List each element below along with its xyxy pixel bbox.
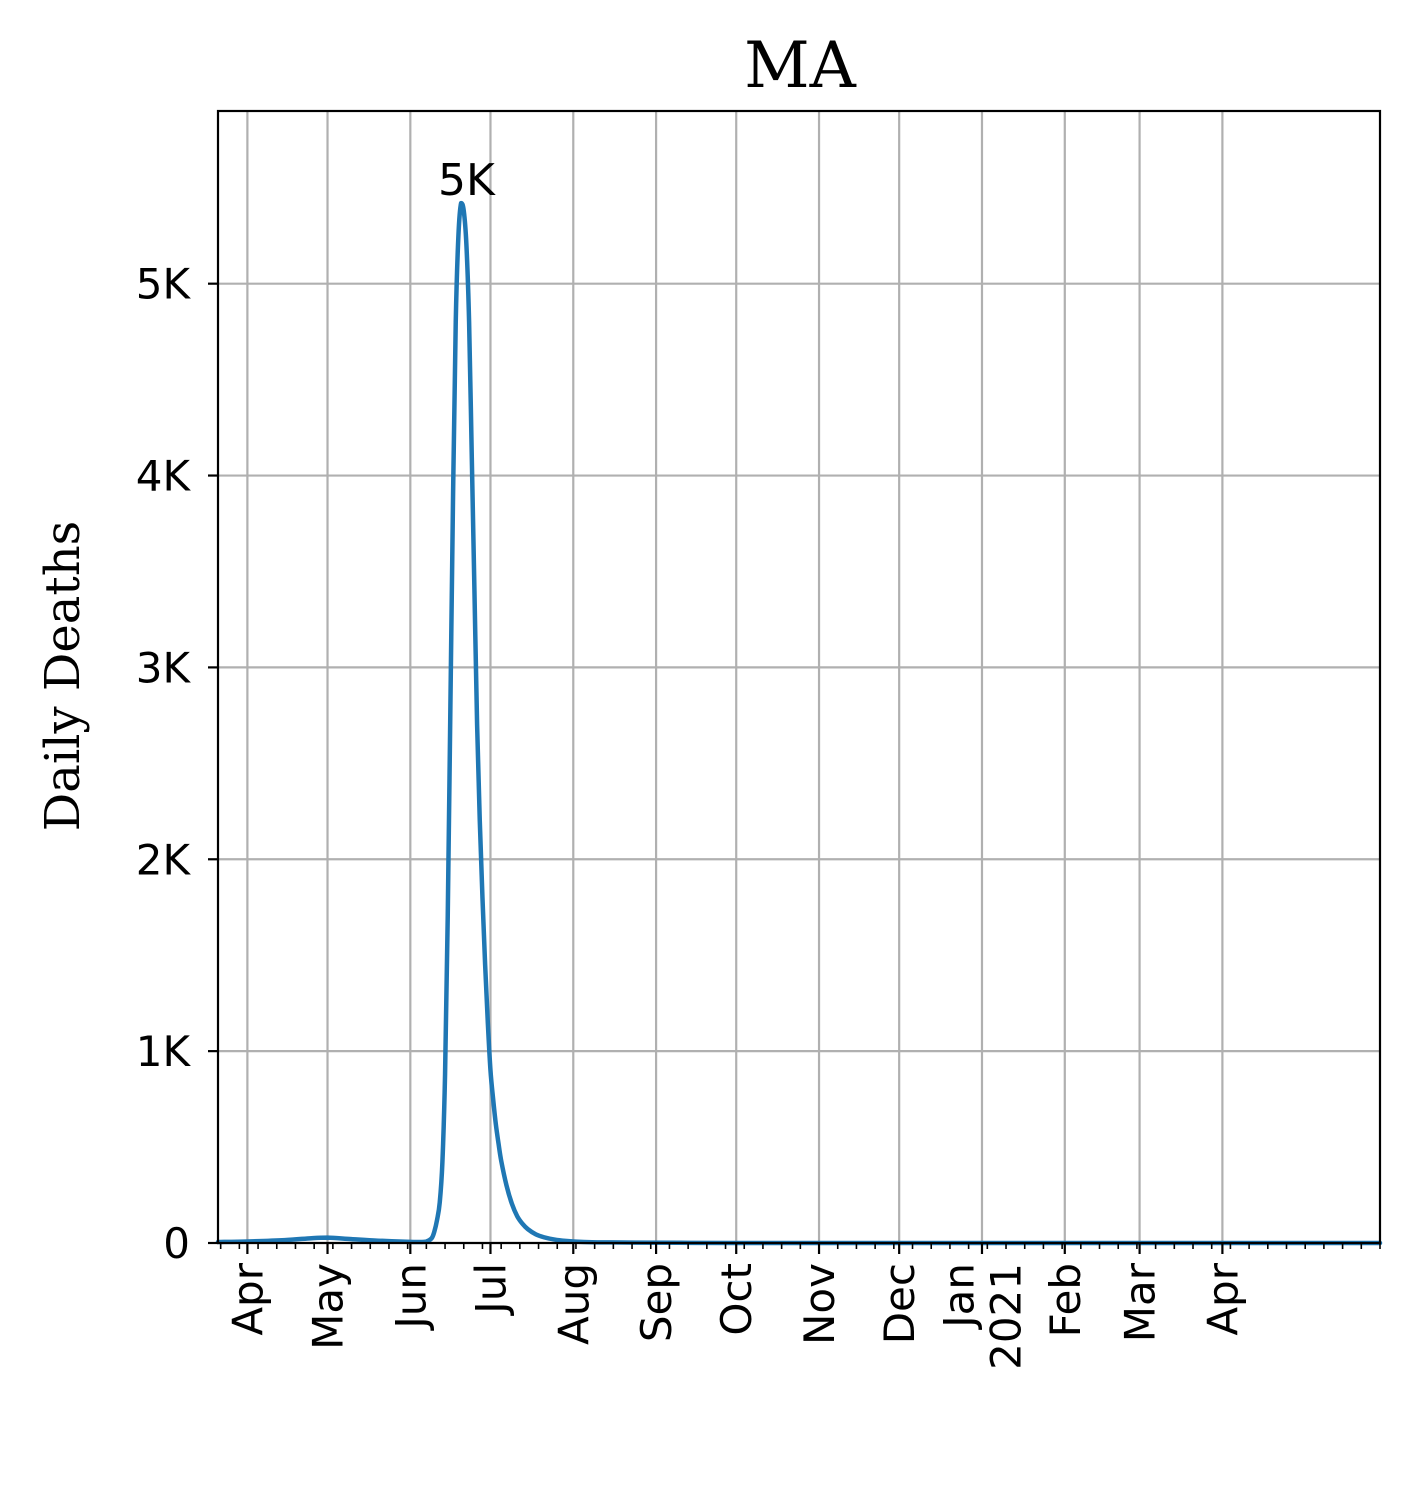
x-tick-label-text: Jun <box>386 1263 435 1332</box>
x-tick-label: Dec <box>875 1263 924 1344</box>
y-tick-label: 1K <box>136 1027 192 1076</box>
chart-title: MA <box>744 29 857 103</box>
y-tick-label: 5K <box>136 260 192 309</box>
daily-deaths-line <box>215 200 1383 1246</box>
x-tick-label: Jan2021 <box>934 1263 1030 1370</box>
x-tick-label-text: Feb <box>1041 1263 1090 1337</box>
y-tick-label: 3K <box>136 643 192 692</box>
x-tick-label-text: Apr <box>223 1262 272 1335</box>
peak-annotation: 5K <box>438 155 496 206</box>
x-tick-label: Apr <box>1198 1262 1247 1335</box>
x-tick-label: Sep <box>632 1263 681 1342</box>
x-tick-label-text: May <box>304 1263 353 1350</box>
x-tick-label-text: Nov <box>795 1263 844 1345</box>
x-tick-label: Jun <box>386 1263 435 1332</box>
y-tick-label: 0 <box>163 1219 190 1268</box>
x-tick-label-text: Apr <box>1198 1262 1247 1335</box>
plot-frame <box>216 109 1382 1245</box>
x-tick-label: Jul <box>466 1263 515 1317</box>
axis-ticks: 0 1K 2K 3K 4K 5K Apr May Jun Jul Aug Sep Oct Nov Dec Ja… <box>136 260 1381 1370</box>
x-tick-label: Aug <box>549 1263 598 1345</box>
x-tick-label-text: Dec <box>875 1263 924 1344</box>
x-tick-label: Oct <box>712 1263 761 1336</box>
x-tick-label-text: Aug <box>549 1263 598 1345</box>
grid-lines <box>218 111 1380 1245</box>
x-tick-label: Nov <box>795 1263 844 1345</box>
x-tick-label: Mar <box>1116 1262 1165 1342</box>
x-tick-label: Feb <box>1041 1263 1090 1337</box>
x-tick-label-text: Mar <box>1116 1262 1165 1342</box>
y-tick-label: 2K <box>136 835 192 884</box>
y-tick-label: 4K <box>136 452 192 501</box>
y-axis-label: Daily Deaths <box>35 521 91 832</box>
x-tick-label-text: Oct <box>712 1263 761 1336</box>
x-tick-label-text: Jan2021 <box>934 1263 1030 1370</box>
x-tick-label-text: Sep <box>632 1263 681 1342</box>
series-layer <box>215 200 1383 1246</box>
x-tick-label: May <box>304 1263 353 1350</box>
x-tick-label-text: Jul <box>466 1263 515 1317</box>
annotations: 5K <box>438 155 496 206</box>
x-tick-label: Apr <box>223 1262 272 1335</box>
